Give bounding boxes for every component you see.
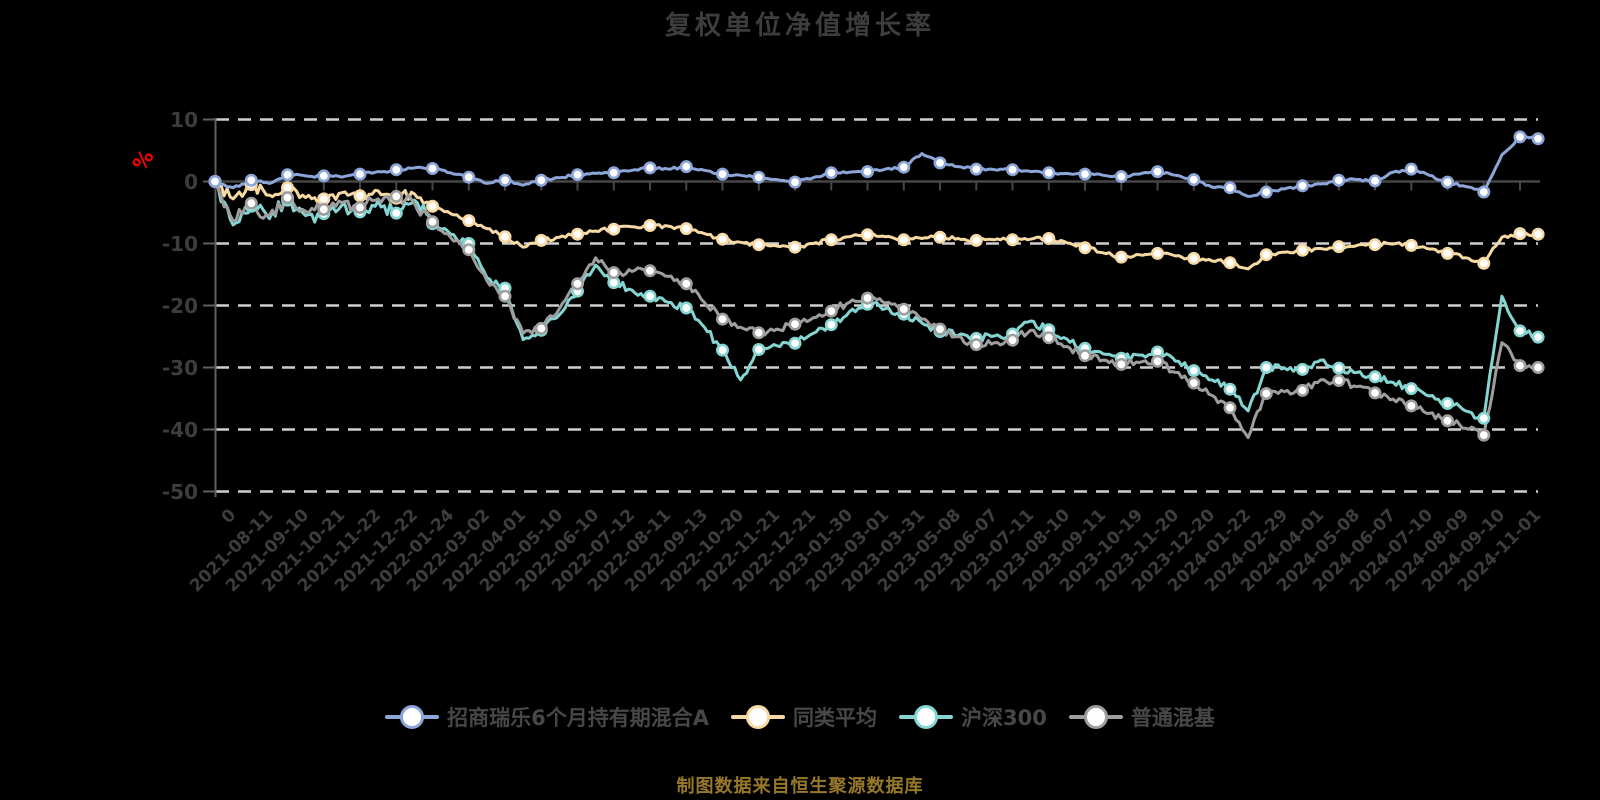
y-axis-label: -50: [161, 479, 198, 504]
legend-item-0[interactable]: 招商瑞乐6个月持有期混合A: [385, 702, 709, 732]
series-markers-0: [208, 130, 1545, 199]
y-axis-label: -20: [161, 293, 198, 318]
legend-item-1[interactable]: 同类平均: [731, 702, 877, 732]
y-axis-label: 0: [184, 169, 198, 194]
y-axis-label: -40: [161, 417, 198, 442]
legend-marker-icon: [385, 704, 440, 730]
y-axis-label: 10: [170, 107, 198, 132]
legend-marker-icon: [899, 704, 954, 730]
y-axis-label: -10: [161, 231, 198, 256]
legend-label: 普通混基: [1130, 706, 1215, 730]
series-markers-3: [208, 175, 1545, 442]
legend-marker-icon: [731, 704, 786, 730]
chart-legend: 招商瑞乐6个月持有期混合A 同类平均 沪深300 普通混基: [0, 702, 1600, 732]
series-line-3: [213, 180, 1540, 440]
legend-item-2[interactable]: 沪深300: [899, 702, 1047, 732]
legend-label: 同类平均: [793, 706, 878, 730]
legend-label: 招商瑞乐6个月持有期混合A: [447, 706, 710, 730]
data-source-caption: 制图数据来自恒生聚源数据库: [676, 776, 924, 797]
legend-item-3[interactable]: 普通混基: [1068, 702, 1215, 732]
series-line-1: [213, 180, 1540, 271]
legend-marker-icon: [1068, 704, 1123, 730]
y-axis-label: -30: [161, 355, 198, 380]
series-markers-1: [208, 175, 1545, 270]
chart-title: 复权单位净值增长率: [664, 11, 935, 41]
legend-label: 沪深300: [961, 706, 1047, 730]
